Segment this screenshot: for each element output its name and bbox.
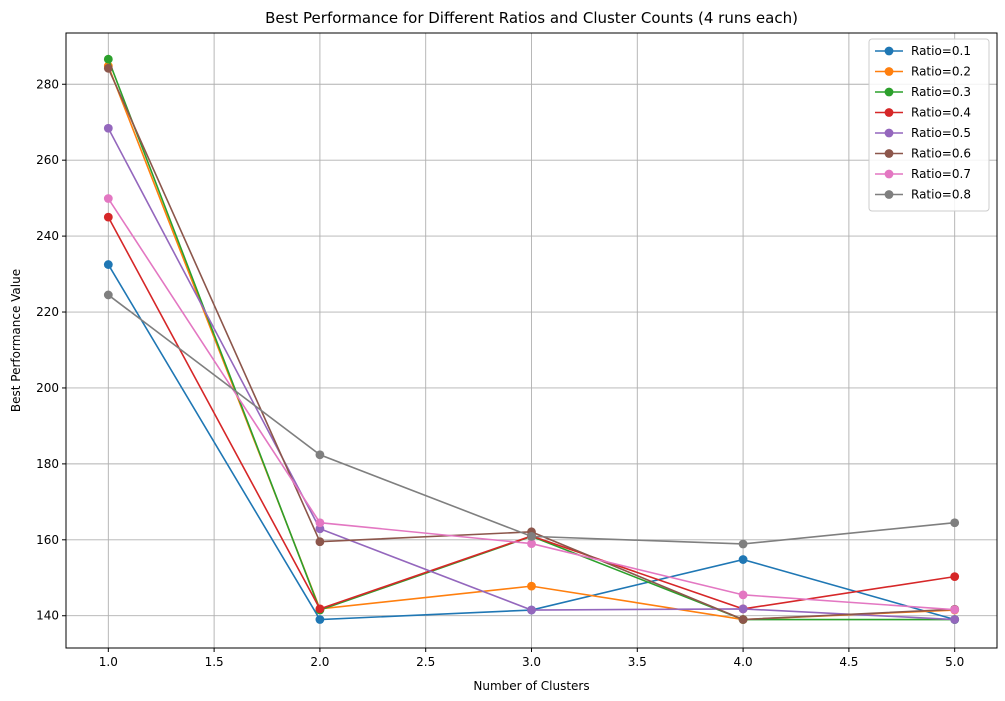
data-point	[103, 212, 113, 222]
data-point	[738, 615, 748, 624]
legend-item: Ratio=0.8	[875, 188, 971, 202]
y-tick-label: 260	[36, 153, 59, 167]
data-point	[950, 615, 960, 624]
legend-label: Ratio=0.3	[911, 85, 971, 99]
data-point	[103, 123, 113, 133]
grid-lines	[66, 33, 997, 648]
x-tick-label: 2.5	[416, 655, 435, 669]
x-tick-label: 1.5	[205, 655, 224, 669]
x-axis-ticks: 1.0 1.5 2.0 2.5 3.0 3.5 4.0 4.5 5.0	[99, 648, 964, 669]
legend-label: Ratio=0.1	[911, 44, 971, 58]
data-point	[950, 605, 960, 615]
y-tick-label: 140	[36, 609, 59, 623]
data-point	[527, 531, 536, 541]
legend-box	[868, 38, 990, 212]
legend-swatch-marker	[884, 67, 894, 76]
x-tick-label: 4.5	[839, 655, 858, 669]
data-point	[103, 63, 113, 73]
data-point	[315, 615, 325, 624]
y-tick-label: 160	[36, 533, 59, 547]
y-axis-ticks: 140 160 180 200 220 240 260 280	[36, 77, 66, 623]
data-point	[527, 581, 536, 591]
legend-label: Ratio=0.2	[911, 65, 971, 79]
legend-label: Ratio=0.4	[911, 106, 971, 120]
data-point	[315, 604, 325, 614]
y-tick-label: 240	[36, 229, 59, 243]
legend-swatch-marker	[884, 87, 894, 97]
series-lines	[103, 54, 960, 624]
x-tick-label: 3.5	[628, 655, 647, 669]
legend-swatch-marker	[884, 149, 894, 158]
legend-item: Ratio=0.4	[875, 106, 971, 120]
x-tick-label: 4.0	[734, 655, 753, 669]
series-ratio-0-5	[103, 123, 960, 624]
data-point	[738, 539, 748, 549]
data-point	[738, 590, 748, 600]
legend-label: Ratio=0.7	[911, 167, 971, 181]
data-point	[315, 537, 325, 547]
legend-label: Ratio=0.6	[911, 147, 971, 161]
legend-item: Ratio=0.1	[875, 44, 971, 58]
data-point	[950, 572, 960, 582]
legend-swatch-marker	[884, 190, 894, 199]
x-axis-label: Number of Clusters	[473, 679, 589, 693]
legend-swatch-marker	[884, 46, 894, 56]
x-tick-label: 1.0	[99, 655, 118, 669]
data-point	[103, 290, 113, 300]
legend-swatch-marker	[884, 128, 894, 138]
y-tick-label: 280	[36, 77, 59, 91]
y-tick-label: 220	[36, 305, 59, 319]
data-point	[103, 54, 113, 64]
data-point	[103, 194, 113, 203]
legend-label: Ratio=0.5	[911, 126, 971, 140]
data-point	[738, 604, 748, 614]
y-tick-label: 200	[36, 381, 59, 395]
series-ratio-0-8	[103, 290, 960, 549]
legend-label: Ratio=0.8	[911, 188, 971, 202]
legend-swatch-marker	[884, 108, 894, 117]
y-tick-label: 180	[36, 457, 59, 471]
legend-swatch-marker	[884, 169, 894, 179]
legend-item: Ratio=0.6	[875, 147, 971, 161]
legend-item: Ratio=0.2	[875, 65, 971, 79]
data-point	[527, 539, 536, 549]
y-axis-label: Best Performance Value	[9, 269, 23, 412]
x-tick-label: 2.0	[310, 655, 329, 669]
legend: Ratio=0.1 Ratio=0.2 Ratio=0.3 Ratio=0.4 Rati…	[868, 38, 990, 212]
chart-title: Best Performance for Different Ratios an…	[265, 9, 798, 27]
legend-item: Ratio=0.5	[875, 126, 971, 140]
data-point	[315, 450, 325, 460]
x-tick-label: 5.0	[945, 655, 964, 669]
data-point	[315, 518, 325, 528]
x-tick-label: 3.0	[522, 655, 541, 669]
data-point	[103, 260, 113, 269]
data-point	[527, 605, 536, 615]
data-point	[738, 555, 748, 564]
data-point	[315, 524, 325, 534]
legend-item: Ratio=0.7	[875, 167, 971, 181]
legend-item: Ratio=0.3	[875, 85, 971, 99]
data-point	[950, 518, 960, 528]
series-ratio-0-7	[103, 194, 960, 615]
